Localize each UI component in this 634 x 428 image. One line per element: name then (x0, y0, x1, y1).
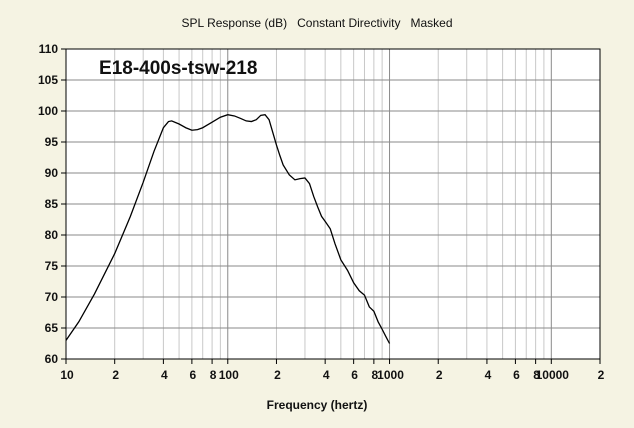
x-tick-label: 4 (485, 368, 492, 382)
series-line (65, 114, 391, 344)
chart-title: SPL Response (dB) Constant Directivity M… (181, 16, 453, 30)
y-tick-label: 65 (45, 321, 59, 335)
x-tick-label: 2 (598, 368, 605, 382)
x-tick-label: 8 (533, 368, 540, 382)
x-tick-label: 10 (60, 368, 74, 382)
x-tick-label: 8 (372, 368, 379, 382)
y-tick-label: 75 (45, 259, 59, 273)
x-tick-label: 2 (274, 368, 281, 382)
y-tick-label: 60 (45, 352, 59, 366)
y-tick-label: 95 (45, 135, 59, 149)
y-tick-label: 85 (45, 197, 59, 211)
x-tick-label: 6 (513, 368, 520, 382)
x-tick-label: 6 (351, 368, 358, 382)
y-tick-label: 100 (38, 104, 58, 118)
x-tick-label: 4 (161, 368, 168, 382)
x-tick-label: 2 (436, 368, 443, 382)
x-tick-label: 10000 (536, 368, 570, 382)
y-tick-label: 90 (45, 166, 59, 180)
x-tick-label: 1000 (377, 368, 404, 382)
chart-annotation: E18-400s-tsw-218 (99, 58, 257, 79)
y-tick-label: 110 (39, 42, 59, 56)
x-tick-label: 100 (219, 368, 239, 382)
x-tick-label: 8 (210, 368, 217, 382)
y-tick-label: 105 (38, 73, 58, 87)
x-tick-label: 6 (190, 368, 197, 382)
x-axis-label: Frequency (hertz) (266, 398, 368, 412)
x-tick-label: 4 (323, 368, 330, 382)
y-tick-label: 80 (45, 228, 59, 242)
y-tick-label: 70 (45, 290, 59, 304)
x-tick-label: 2 (112, 368, 119, 382)
